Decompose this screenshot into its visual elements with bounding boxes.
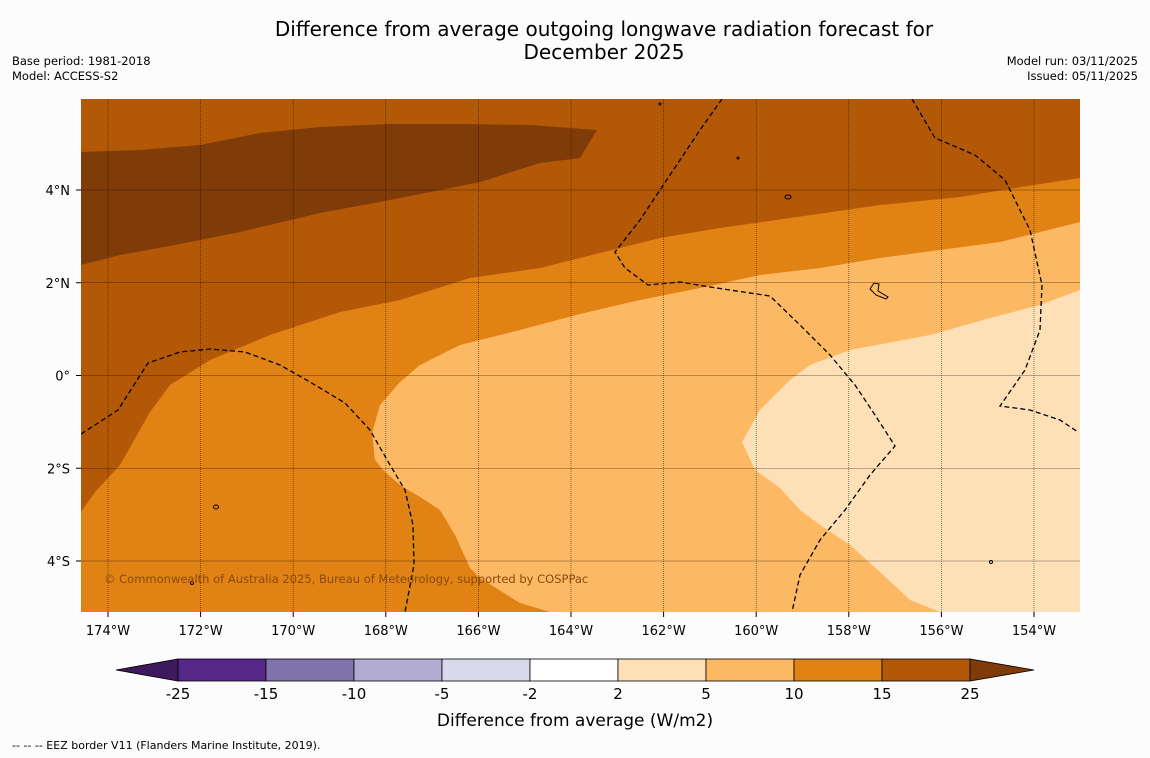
colorbar-tick-label: 15 <box>872 685 891 703</box>
longitude-labels: 174°W 172°W 170°W 168°W 166°W 164°W 162°W 160°W… <box>86 612 1056 639</box>
colorbar-segment <box>705 658 795 682</box>
island <box>736 156 740 160</box>
colorbar-segment <box>265 658 355 682</box>
longitude-label: 174°W <box>86 624 130 639</box>
colorbar-tick-label: -5 <box>435 685 450 703</box>
island <box>658 102 662 106</box>
longitude-label: 154°W <box>1012 624 1056 639</box>
longitude-label: 164°W <box>549 624 593 639</box>
eez-border-west <box>81 348 415 612</box>
eez-footnote: -- -- -- EEZ border V11 (Flanders Marine… <box>12 739 321 752</box>
colorbar-tick-label: -2 <box>523 685 538 703</box>
model-run-label: Model run: 03/11/2025 <box>1006 54 1138 68</box>
longitude-label: 160°W <box>734 624 778 639</box>
colorbar-extend-min <box>115 658 179 682</box>
longitude-label: 172°W <box>179 624 223 639</box>
longitude-label: 162°W <box>642 624 686 639</box>
latitude-label: 4°S <box>47 555 70 570</box>
colorbar-tick-label: 2 <box>613 685 623 703</box>
longitude-label: 166°W <box>456 624 500 639</box>
colorbar: -25 -15 -10 -5 -2 2 5 10 15 25 <box>115 658 1035 703</box>
eez-border-east <box>911 99 1079 433</box>
colorbar-tick-label: 25 <box>960 685 979 703</box>
map-panel: © Commonwealth of Australia 2025, Bureau… <box>81 99 1080 612</box>
base-period-label: Base period: 1981-2018 <box>12 54 151 68</box>
colorbar-tick-label: -10 <box>342 685 367 703</box>
model-label: Model: ACCESS-S2 <box>12 69 119 83</box>
colorbar-segment <box>177 658 267 682</box>
colorbar-title: Difference from average (W/m2) <box>437 711 713 731</box>
island <box>989 560 993 564</box>
longitude-label: 156°W <box>919 624 963 639</box>
anomaly-above-25 <box>81 124 597 265</box>
anomaly-2-5 <box>742 290 1080 612</box>
latitude-label: 2°S <box>47 462 70 477</box>
longitude-label: 158°W <box>827 624 871 639</box>
colorbar-segment <box>793 658 883 682</box>
colorbar-extend-max <box>969 658 1035 682</box>
island <box>869 282 889 300</box>
copyright-text: © Commonwealth of Australia 2025, Bureau… <box>104 572 588 586</box>
colorbar-tick-label: 5 <box>701 685 711 703</box>
meta-right: Model run: 03/11/2025 Issued: 05/11/2025 <box>1007 54 1138 84</box>
latitude-label: 0° <box>55 370 70 385</box>
latitude-label: 2°N <box>46 277 71 292</box>
colorbar-segment <box>441 658 531 682</box>
islands <box>190 102 993 585</box>
latitude-label: 4°N <box>46 184 71 199</box>
gridlines <box>81 99 1080 612</box>
longitude-label: 168°W <box>364 624 408 639</box>
meta-left: Base period: 1981-2018 Model: ACCESS-S2 <box>12 54 151 84</box>
island <box>784 194 792 200</box>
chart-title-line2: December 2025 <box>523 40 685 64</box>
colorbar-segment <box>529 658 619 682</box>
island <box>213 504 219 510</box>
chart-title: Difference from average outgoing longwav… <box>200 18 1008 64</box>
colorbar-segment <box>617 658 707 682</box>
issued-label: Issued: 05/11/2025 <box>1027 69 1138 83</box>
colorbar-segment <box>353 658 443 682</box>
colorbar-segment <box>881 658 971 682</box>
latitude-labels: 4°N 2°N 0° 2°S 4°S <box>46 184 81 570</box>
longitude-label: 170°W <box>271 624 315 639</box>
eez-border-central <box>614 99 896 612</box>
colorbar-tick-label: -25 <box>166 685 191 703</box>
island <box>190 581 194 585</box>
chart-title-line1: Difference from average outgoing longwav… <box>274 17 934 41</box>
colorbar-tick-label: -15 <box>254 685 279 703</box>
eez-border-lines <box>81 99 1079 612</box>
colorbar-tick-label: 10 <box>784 685 803 703</box>
